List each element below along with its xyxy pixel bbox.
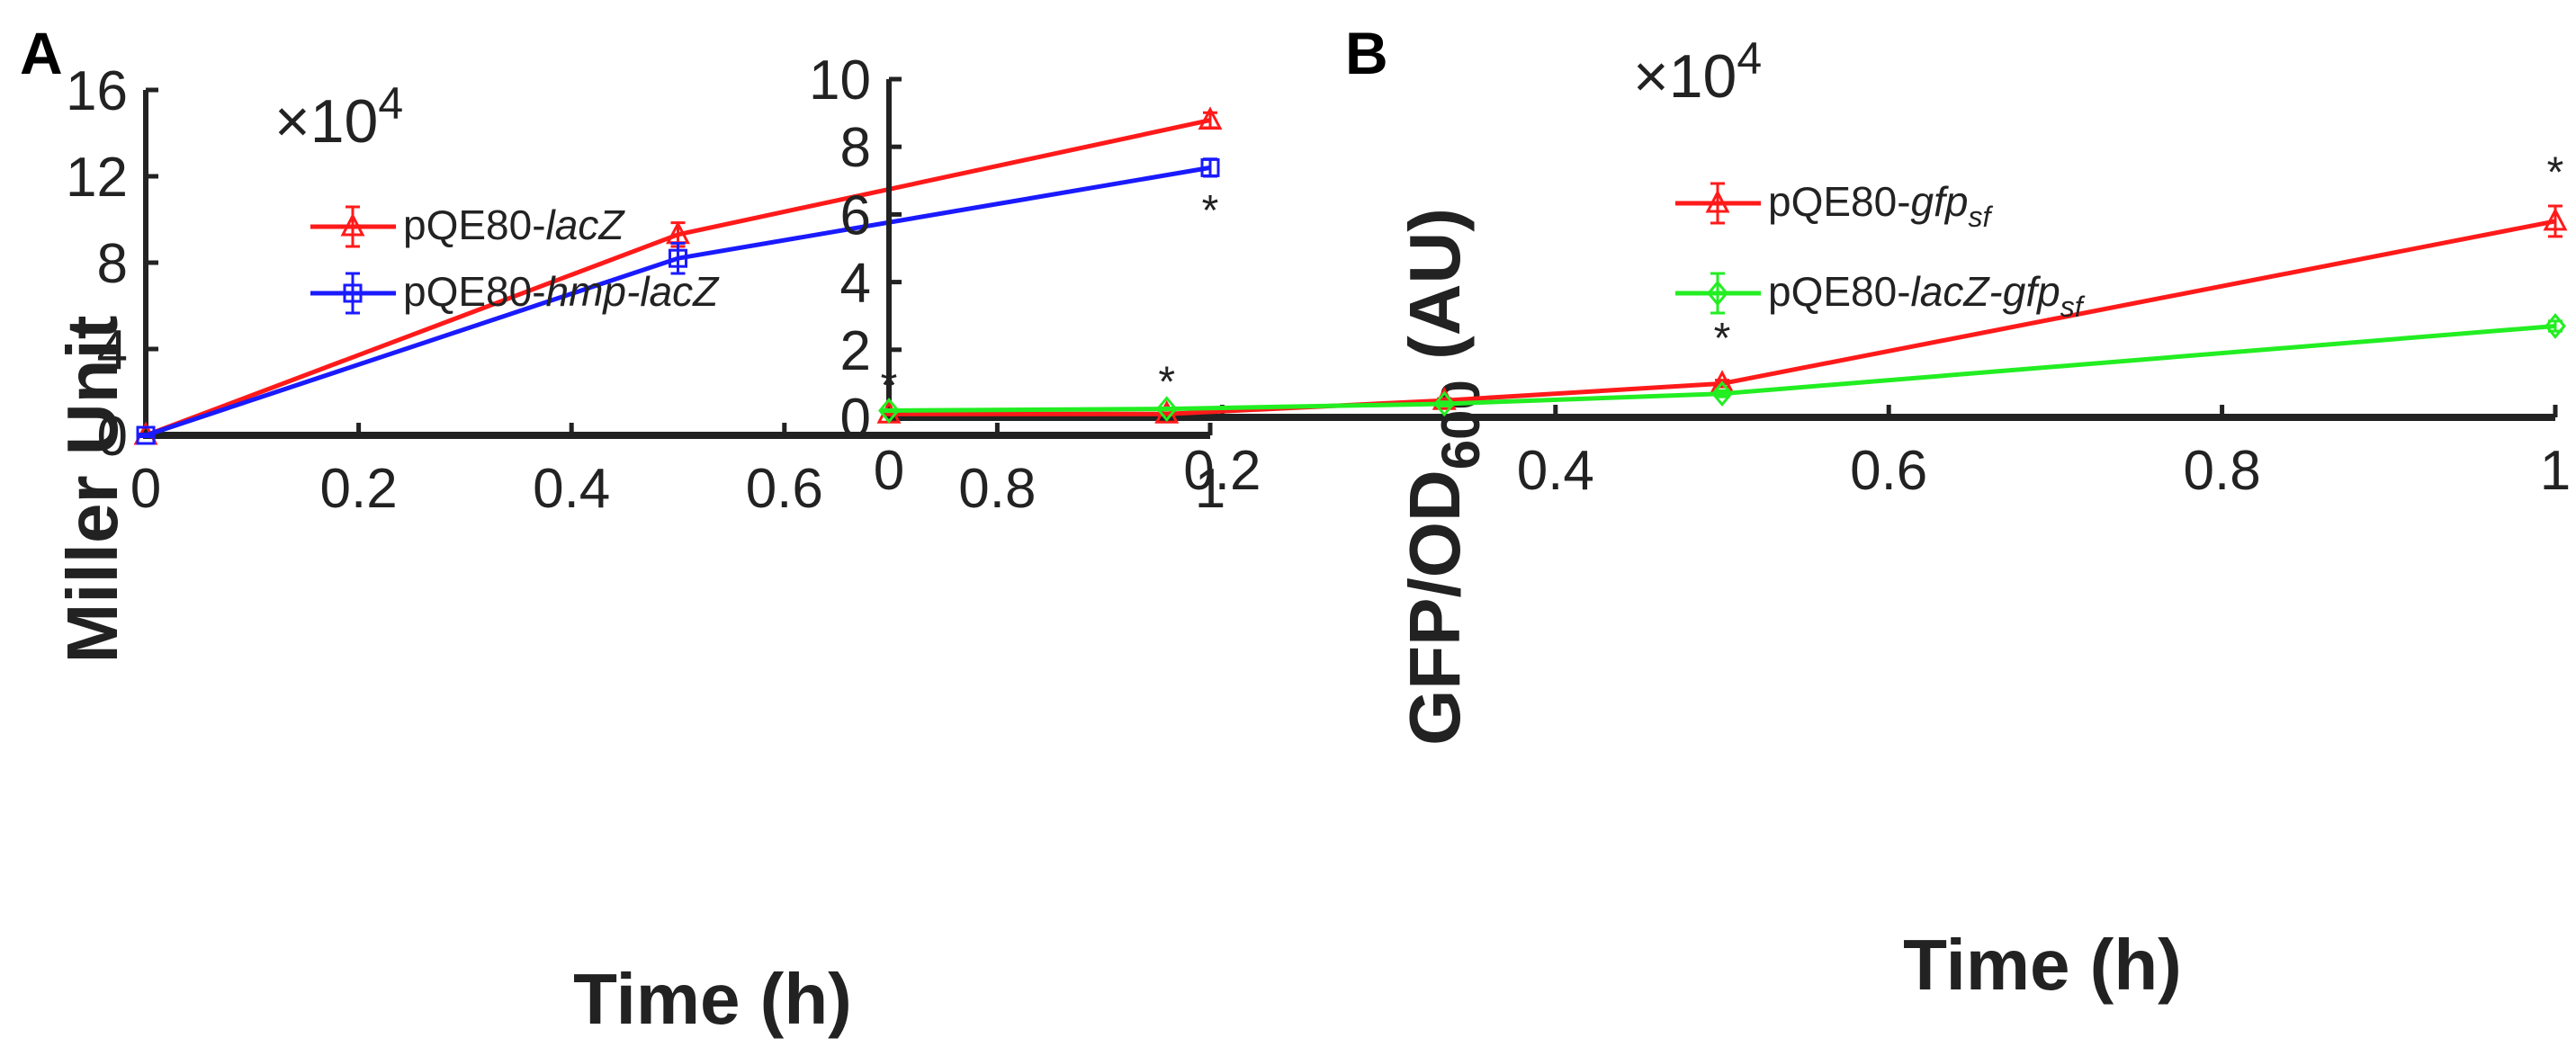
x-ticks-b: 0 0.2 0.4 0.6 0.8 1: [874, 405, 2571, 502]
panel-label-a: A: [20, 20, 63, 86]
significance-star: *: [1158, 359, 1175, 407]
y-ticks-a: 0 4 8 12 16: [66, 60, 158, 468]
y-tick-label: 10: [809, 49, 871, 112]
legend-swatch-a-0: [310, 205, 396, 248]
legend-label-b-1: pQE80-lacZ-gfpsf: [1768, 268, 2086, 323]
data-point: [1200, 157, 1220, 177]
error-bar: [882, 407, 896, 414]
x-tick-label: 0.8: [2183, 440, 2260, 502]
significance-star: *: [881, 362, 898, 409]
y-tick-label: 8: [840, 117, 871, 179]
significance-star: *: [2547, 149, 2564, 197]
axis-lines-b: [886, 79, 2555, 421]
y-multiplier-a: ×104: [274, 78, 403, 156]
x-tick-label: 0.4: [1517, 440, 1594, 502]
legend-label-a-1: pQE80-hmp-lacZ: [403, 268, 720, 315]
legend-b: pQE80-gfpsf pQE80-lacZ-gfpsf: [1675, 178, 2086, 323]
legend-marker: [1707, 280, 1728, 307]
x-tick-label: 0: [874, 440, 904, 502]
legend-entry-a-1: pQE80-hmp-lacZ: [403, 268, 720, 315]
x-tick-label: 1: [1195, 458, 1225, 520]
annotations-a: *: [1202, 187, 1219, 235]
legend-marker: [1705, 189, 1730, 213]
series-group-b: [876, 204, 2568, 424]
axis-lines-a: [143, 90, 1210, 439]
x-tick-label: 0.8: [958, 458, 1036, 520]
data-point: [878, 398, 900, 424]
x-axis-title-a: Time (h): [573, 959, 852, 1039]
error-bar: [139, 433, 153, 438]
significance-star: *: [1202, 187, 1219, 235]
series-group-a: [133, 106, 1223, 445]
error-bar: [1437, 400, 1452, 407]
y-tick-label: 12: [66, 147, 128, 209]
legend-swatch-b-1: [1675, 272, 1761, 315]
y-tick-label: 4: [97, 319, 128, 381]
y-multiplier-base-b: ×10: [1633, 42, 1737, 111]
y-multiplier-base-a: ×10: [274, 87, 378, 156]
y-axis-title-b: GFP/OD600 (AU): [1395, 208, 1491, 746]
legend-error-bar: [346, 272, 360, 315]
x-tick-label: 0: [130, 458, 161, 520]
data-point: [1155, 396, 1178, 422]
x-ticks-a: 0 0.2 0.4 0.6 0.8 1: [130, 423, 1225, 520]
panel-label-b: B: [1345, 20, 1388, 86]
x-tick-label: 1: [2540, 440, 2571, 502]
y-multiplier-exp-a: 4: [378, 78, 403, 129]
legend-label-a-0: pQE80-lacZ: [403, 201, 625, 248]
error-bar: [1159, 406, 1174, 412]
series-b-1: [878, 313, 2566, 424]
legend-swatch-a-1: [310, 272, 396, 315]
x-tick-label: 0.4: [533, 458, 610, 520]
data-point: [1198, 106, 1223, 130]
x-axis-title-b: Time (h): [1903, 925, 2182, 1005]
data-point: [136, 425, 156, 445]
data-point: [1433, 390, 1456, 417]
y-multiplier-b: ×104: [1633, 33, 1762, 111]
legend-swatch-b-0: [1675, 182, 1761, 225]
y-tick-label: 2: [840, 320, 871, 382]
significance-star: *: [1714, 315, 1731, 362]
legend-a: pQE80-lacZ pQE80-hmp-lacZ: [310, 201, 720, 315]
legend-entry-a-0: pQE80-lacZ: [403, 201, 625, 248]
y-multiplier-exp-b: 4: [1737, 33, 1762, 84]
y-tick-label: 0: [840, 388, 871, 450]
data-point: [669, 248, 687, 268]
data-point: [1711, 380, 1733, 407]
y-axis-title-a: Miller Unit: [52, 316, 132, 664]
y-tick-label: 4: [840, 253, 871, 315]
y-tick-label: 0: [97, 406, 128, 468]
legend-label-b-0: pQE80-gfpsf: [1768, 178, 1993, 233]
x-tick-label: 0.2: [319, 458, 397, 520]
legend-marker: [343, 283, 363, 303]
legend-marker: [340, 212, 365, 237]
x-tick-label: 0.6: [1850, 440, 1927, 502]
legend-entry-b-0: pQE80-gfpsf: [1768, 178, 1993, 233]
annotations-b: * * * *: [881, 149, 2564, 410]
y-tick-label: 6: [840, 184, 871, 246]
data-point: [2545, 313, 2566, 339]
legend-entry-b-1: pQE80-lacZ-gfpsf: [1768, 268, 2086, 323]
data-point: [2543, 207, 2568, 231]
x-tick-label: 0.6: [746, 458, 823, 520]
legend-error-bar: [1710, 272, 1725, 315]
series-a-1: [136, 157, 1220, 445]
x-tick-label: 0.2: [1183, 440, 1261, 502]
y-tick-label: 8: [97, 233, 128, 295]
y-tick-label: 16: [66, 60, 128, 122]
error-bar: [670, 241, 686, 275]
